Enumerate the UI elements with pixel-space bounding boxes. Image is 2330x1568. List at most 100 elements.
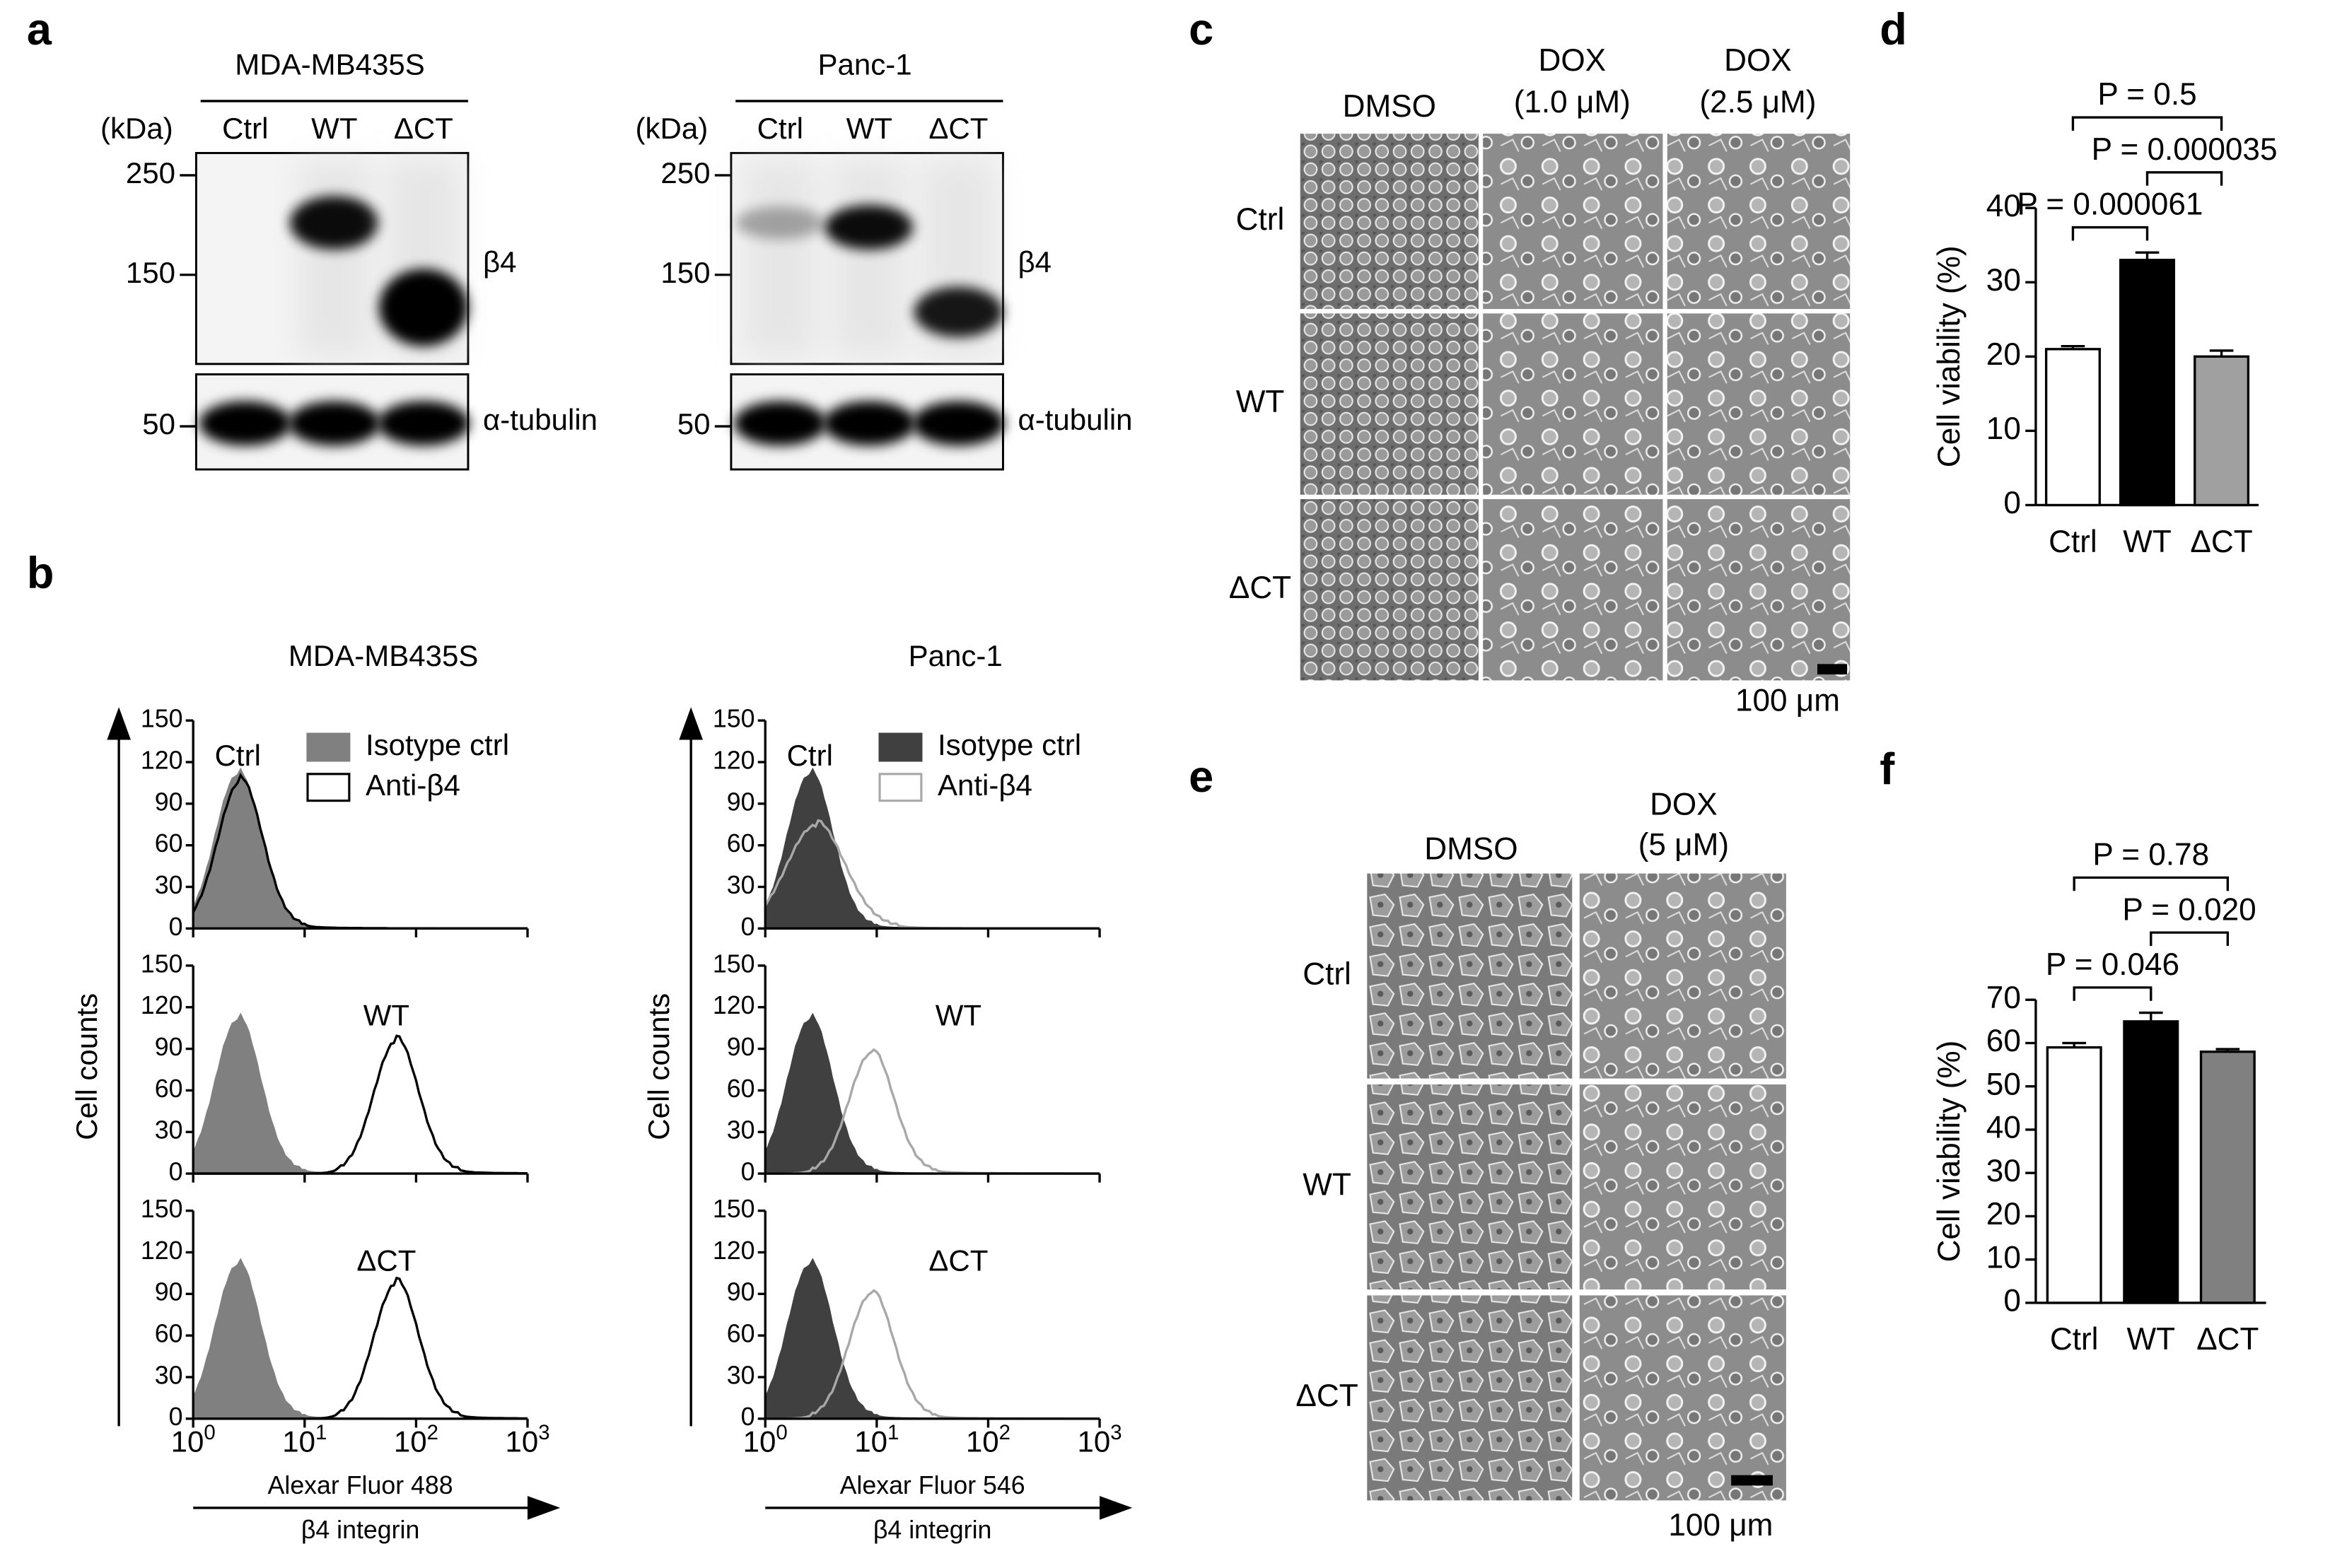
y-tick-label: 60 [155, 1075, 183, 1103]
x-tick-label: WT [2126, 1322, 2175, 1357]
y-tick-label: 0 [169, 913, 183, 941]
flow-title: Panc-1 [909, 639, 1003, 672]
y-tick-label: 30 [727, 1361, 755, 1389]
smear [298, 160, 371, 357]
y-tick-label: 60 [155, 1320, 183, 1348]
band [199, 401, 291, 446]
x-tick-base: 10 [966, 1425, 999, 1458]
scale-bar [1731, 1475, 1773, 1486]
lane-label: WT [311, 112, 357, 145]
band [823, 401, 916, 446]
smear [833, 160, 905, 357]
y-tick-label: 150 [713, 705, 755, 733]
micrograph [1483, 313, 1663, 495]
x-tick-base: 10 [854, 1425, 887, 1458]
x-tick-base: 10 [394, 1425, 427, 1458]
micrograph [1579, 873, 1786, 1079]
error-bar [2215, 1048, 2240, 1052]
y-tick-label: 10 [1986, 411, 2021, 446]
y-tick-label: 30 [155, 1361, 183, 1389]
blot-unit: (kDa) [100, 112, 173, 145]
x-label: Alexar Fluor 546 [840, 1471, 1025, 1499]
marker-label: 250 [126, 156, 175, 189]
legend-swatch [306, 773, 351, 802]
y-tick-label: 0 [741, 1403, 755, 1431]
row-label: Ctrl [787, 739, 833, 772]
row-label: WT [1236, 385, 1285, 419]
legend-label: Anti-β4 [938, 768, 1032, 802]
row-label: WT [1303, 1168, 1351, 1203]
significance-bracket [2145, 171, 2223, 186]
isotype-histogram [764, 767, 1100, 930]
y-tick-label: 90 [155, 788, 183, 816]
y-tick-label: 30 [155, 871, 183, 899]
smear [744, 160, 816, 357]
y-tick-label: 30 [155, 1116, 183, 1145]
arrow-head [679, 707, 703, 740]
column-header: DMSO [1424, 832, 1518, 867]
row-label: Ctrl [1236, 202, 1285, 237]
y-tick-label: 30 [727, 1116, 755, 1145]
band-label: α-tubulin [1018, 403, 1132, 436]
x-tick-exponent: 0 [776, 1421, 787, 1444]
x-tick-label: 100 [743, 1421, 788, 1458]
isotype-histogram [764, 1012, 1100, 1175]
row-label: Ctrl [1303, 956, 1351, 991]
x-tick-label: 101 [282, 1421, 327, 1458]
y-tick-label: 0 [741, 913, 755, 941]
y-tick-label: 10 [1986, 1240, 2021, 1275]
y-tick-label: 60 [727, 829, 755, 858]
y-tick-label: 70 [1986, 981, 2021, 1015]
arrow-head [528, 1496, 561, 1520]
y-tick-label: 60 [727, 1075, 755, 1103]
blot-title: MDA-MB435S [235, 48, 425, 81]
scale-bar-label: 100 μm [1735, 684, 1840, 718]
significance-bracket [2071, 116, 2223, 131]
x-tick-base: 10 [1077, 1425, 1110, 1458]
error-bar [2209, 349, 2234, 357]
error-bar [2135, 251, 2160, 260]
arrow-head [1100, 1496, 1133, 1520]
row-label: Ctrl [215, 739, 261, 772]
lane-label: ΔCT [928, 112, 988, 145]
micrograph [1367, 1084, 1573, 1289]
y-tick-label: 40 [1986, 189, 2021, 223]
column-header: (2.5 μM) [1699, 85, 1816, 119]
blot-unit: (kDa) [635, 112, 708, 145]
band-label: α-tubulin [483, 403, 598, 436]
scale-bar-label: 100 μm [1668, 1508, 1773, 1543]
x-tick-exponent: 2 [999, 1421, 1010, 1444]
y-tick-label: 120 [713, 746, 755, 774]
x-tick-base: 10 [171, 1425, 204, 1458]
p-value: P = 0.5 [2097, 77, 2196, 112]
flow-title: MDA-MB435S [289, 639, 479, 672]
band-label: β4 [1018, 245, 1052, 279]
y-tick-label: 0 [741, 1158, 755, 1186]
x-tick-label: 102 [966, 1421, 1010, 1458]
y-label: Cell counts [642, 993, 675, 1140]
y-label: Cell viability (%) [1932, 1041, 1967, 1263]
y-tick-label: 40 [1986, 1111, 2021, 1145]
column-header: (5 μM) [1638, 827, 1729, 862]
panel-letter: f [1880, 744, 1895, 794]
arrow-head [107, 707, 131, 740]
micrograph [1300, 313, 1479, 495]
p-value: P = 0.78 [2092, 838, 2209, 872]
micrograph [1300, 499, 1479, 681]
row-label: ΔCT [928, 1244, 988, 1277]
legend-label: Isotype ctrl [938, 728, 1081, 761]
marker-label: 250 [660, 156, 710, 189]
micrograph [1367, 873, 1573, 1079]
band [378, 269, 468, 346]
x-tick-base: 10 [282, 1425, 315, 1458]
blot-title: Panc-1 [817, 48, 911, 81]
micrograph [1667, 499, 1851, 681]
x-tick-label: ΔCT [2190, 525, 2252, 559]
x-tick-exponent: 3 [1110, 1421, 1122, 1444]
y-tick-label: 30 [1986, 263, 2021, 298]
band [914, 286, 1003, 338]
lane-label: ΔCT [394, 112, 453, 145]
x-tick-exponent: 1 [887, 1421, 899, 1444]
significance-bracket [2073, 876, 2230, 891]
y-label: Cell counts [70, 993, 103, 1140]
